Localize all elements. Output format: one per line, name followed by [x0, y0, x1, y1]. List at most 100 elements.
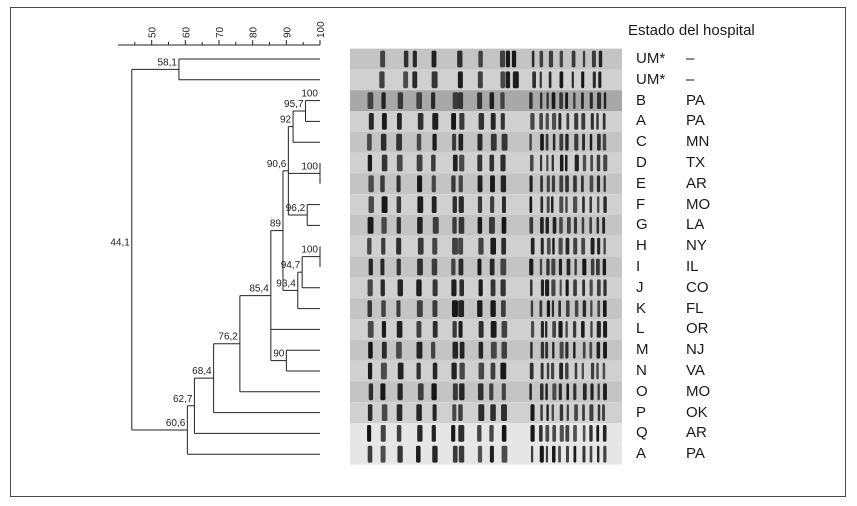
- gel-band: [530, 237, 535, 255]
- scale-tick-label: 50: [148, 26, 159, 38]
- gel-band: [477, 445, 483, 463]
- isolate-label: B: [636, 91, 647, 109]
- gel-band: [416, 279, 422, 297]
- state-label: PA: [686, 91, 705, 109]
- state-label: CO: [686, 278, 709, 296]
- gel-band: [432, 217, 439, 234]
- gel-band: [417, 237, 424, 255]
- gel-band: [559, 404, 564, 421]
- gel-band: [417, 425, 423, 442]
- gel-band: [477, 175, 483, 193]
- gel-band: [545, 341, 549, 359]
- gel-band: [552, 445, 556, 463]
- gel-band: [581, 237, 586, 255]
- gel-band: [597, 237, 601, 255]
- gel-band: [559, 175, 564, 193]
- gel-band: [582, 300, 587, 317]
- gel-band: [416, 341, 423, 359]
- gel-band: [565, 321, 568, 338]
- gel-band: [589, 404, 594, 421]
- gel-band: [397, 92, 404, 109]
- gel-band: [403, 50, 409, 68]
- gel-band: [381, 321, 387, 338]
- gel-band: [573, 341, 576, 359]
- gel-band: [582, 258, 587, 276]
- gel-band: [500, 279, 506, 297]
- state-label: PA: [686, 445, 705, 463]
- gel-band: [452, 154, 458, 172]
- gel-band: [500, 258, 507, 276]
- gel-band: [529, 196, 533, 213]
- gel-band: [573, 279, 577, 297]
- gel-band: [596, 341, 601, 359]
- gel-band: [589, 279, 593, 297]
- gel-band: [573, 383, 577, 401]
- isolate-label: E: [636, 174, 647, 192]
- gel-band: [602, 258, 607, 276]
- gel-band: [380, 279, 385, 297]
- gel-band: [602, 425, 607, 442]
- gel-band: [381, 113, 387, 130]
- gel-band: [416, 404, 422, 421]
- scale-tick-label: 90: [282, 26, 293, 38]
- gel-band: [602, 362, 606, 380]
- gel-band: [597, 133, 601, 151]
- gel-band: [565, 196, 568, 213]
- node-similarity-label: 58,1: [157, 57, 177, 68]
- isolate-label: G: [636, 216, 648, 234]
- gel-band: [458, 404, 463, 421]
- gel-lane: [350, 235, 622, 257]
- gel-band: [451, 258, 456, 276]
- gel-band: [532, 71, 536, 89]
- gel-band: [381, 404, 388, 421]
- gel-band: [582, 383, 587, 401]
- gel-band: [500, 175, 507, 193]
- gel-band: [558, 383, 562, 401]
- gel-band: [381, 300, 386, 317]
- gel-band: [574, 404, 578, 421]
- gel-band: [603, 237, 606, 255]
- gel-band: [546, 154, 549, 172]
- gel-band: [545, 445, 549, 463]
- node-similarity-label: 89: [270, 219, 282, 230]
- gel-band: [551, 196, 554, 213]
- gel-band: [558, 237, 563, 255]
- gel-lane: [350, 339, 622, 361]
- gel-band: [582, 279, 586, 297]
- gel-band: [539, 50, 544, 68]
- gel-band: [565, 154, 568, 172]
- gel-band: [452, 404, 457, 421]
- gel-band: [397, 362, 404, 380]
- gel-band: [412, 71, 418, 89]
- gel-band: [489, 383, 494, 401]
- gel-band: [545, 321, 548, 338]
- gel-band: [368, 175, 374, 193]
- gel-band: [596, 154, 601, 172]
- gel-band: [458, 133, 464, 151]
- gel-band: [551, 92, 556, 109]
- gel-band: [539, 445, 544, 463]
- state-label: –: [686, 70, 695, 88]
- gel-band: [589, 196, 592, 213]
- gel-band: [477, 383, 484, 401]
- gel-band: [539, 425, 543, 442]
- gel-band: [596, 113, 599, 130]
- gel-band: [530, 404, 535, 421]
- gel-band: [396, 154, 403, 172]
- gel-band: [596, 279, 601, 297]
- gel-band: [451, 362, 457, 380]
- gel-band: [490, 321, 497, 338]
- gel-band: [596, 362, 599, 380]
- gel-band: [581, 362, 584, 380]
- gel-band: [459, 362, 465, 380]
- gel-band: [529, 92, 533, 109]
- state-label: –: [686, 50, 695, 67]
- gel-band: [529, 258, 534, 276]
- gel-band: [597, 92, 602, 109]
- state-label: OK: [686, 403, 708, 421]
- isolate-label: Q: [636, 424, 648, 442]
- gel-band: [416, 154, 423, 172]
- gel-lane: [350, 152, 622, 174]
- gel-band: [459, 113, 465, 130]
- gel-band: [559, 92, 563, 109]
